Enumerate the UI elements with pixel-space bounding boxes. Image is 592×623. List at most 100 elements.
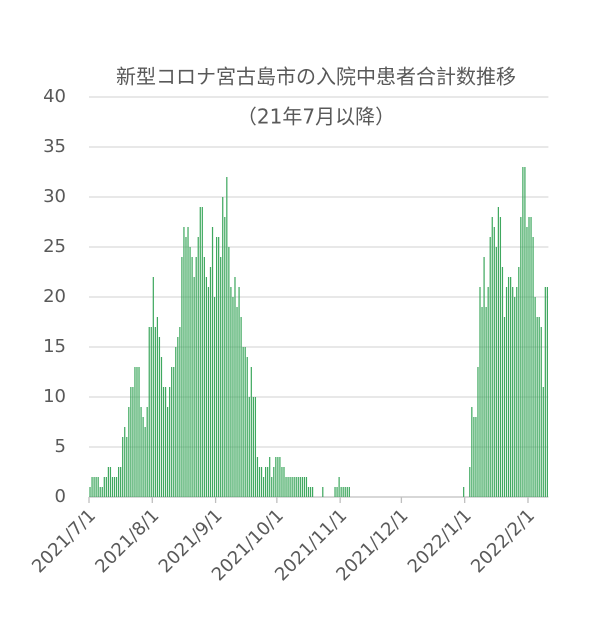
bar xyxy=(128,407,130,497)
bar xyxy=(273,467,275,497)
bar xyxy=(211,227,214,497)
bar xyxy=(193,277,195,497)
bar xyxy=(201,207,203,497)
bar xyxy=(213,297,216,497)
bar xyxy=(271,477,273,497)
bar xyxy=(471,407,473,497)
bar xyxy=(489,237,491,497)
bar xyxy=(124,427,126,497)
bar xyxy=(507,277,510,497)
x-tick-label: 2022/1/1 xyxy=(404,505,476,577)
bar xyxy=(536,317,538,497)
bar xyxy=(226,177,228,497)
bar xyxy=(546,287,548,497)
bar xyxy=(138,367,140,497)
bar xyxy=(140,407,142,497)
bar xyxy=(115,477,118,497)
bar xyxy=(185,237,187,497)
bar xyxy=(215,237,218,497)
bar xyxy=(530,217,532,497)
bar xyxy=(109,467,112,497)
bar xyxy=(475,417,477,497)
bar xyxy=(297,477,299,497)
bar xyxy=(99,487,101,497)
bar xyxy=(152,277,154,497)
bar xyxy=(117,467,120,497)
bar xyxy=(173,367,175,497)
bar xyxy=(481,307,483,497)
bar xyxy=(156,317,159,497)
y-tick-label: 25 xyxy=(43,236,66,257)
bar xyxy=(130,387,132,497)
bar xyxy=(89,487,91,497)
bar xyxy=(348,487,350,497)
bar xyxy=(522,167,524,497)
bar xyxy=(497,207,499,497)
bar xyxy=(510,277,512,497)
bar xyxy=(189,247,191,497)
bar xyxy=(540,327,542,497)
bar xyxy=(338,477,340,497)
bar xyxy=(542,387,544,497)
bar xyxy=(252,397,254,497)
y-tick-label: 30 xyxy=(43,186,66,207)
bar xyxy=(265,467,267,497)
x-tick-label: 2022/2/1 xyxy=(467,505,539,577)
bar xyxy=(287,477,289,497)
bar xyxy=(512,287,514,497)
bar xyxy=(277,457,279,497)
bar xyxy=(499,217,502,497)
bar xyxy=(528,217,530,497)
bar xyxy=(191,257,193,497)
bar xyxy=(269,457,271,497)
bar xyxy=(107,467,110,497)
bar xyxy=(111,477,114,497)
y-tick-label: 40 xyxy=(43,86,66,107)
bar xyxy=(158,337,161,497)
bar xyxy=(126,437,128,497)
bar xyxy=(248,397,250,497)
bar xyxy=(240,317,242,497)
bar xyxy=(132,387,134,497)
bar xyxy=(518,267,520,497)
bar xyxy=(524,167,526,497)
bar xyxy=(236,307,238,497)
y-tick-label: 20 xyxy=(43,286,66,307)
bar xyxy=(544,287,546,497)
bar xyxy=(463,487,465,497)
bar xyxy=(105,477,107,497)
bar xyxy=(199,207,201,497)
bar xyxy=(501,267,504,497)
y-tick-label: 15 xyxy=(43,336,66,357)
bar xyxy=(291,477,293,497)
bar xyxy=(91,477,93,497)
bar xyxy=(148,327,150,497)
bar xyxy=(485,307,487,497)
bar xyxy=(244,347,246,497)
bar xyxy=(187,227,189,497)
bar xyxy=(487,287,489,497)
bar xyxy=(183,227,185,497)
bar xyxy=(228,247,230,497)
bar xyxy=(344,487,346,497)
bar xyxy=(267,467,269,497)
bar xyxy=(136,367,138,497)
bar xyxy=(336,487,338,497)
bar xyxy=(275,457,277,497)
bar xyxy=(134,367,136,497)
bar xyxy=(101,487,103,497)
bar xyxy=(479,287,481,497)
bar xyxy=(169,387,171,497)
bar xyxy=(250,367,252,497)
bar xyxy=(285,477,287,497)
bar xyxy=(305,477,308,497)
bar xyxy=(493,227,495,497)
bar xyxy=(209,267,212,497)
bar xyxy=(197,237,199,497)
bar xyxy=(222,197,224,497)
bar xyxy=(154,327,156,497)
bar xyxy=(309,487,312,497)
bar xyxy=(230,287,232,497)
y-tick-label: 5 xyxy=(55,436,66,457)
bar xyxy=(205,277,208,497)
